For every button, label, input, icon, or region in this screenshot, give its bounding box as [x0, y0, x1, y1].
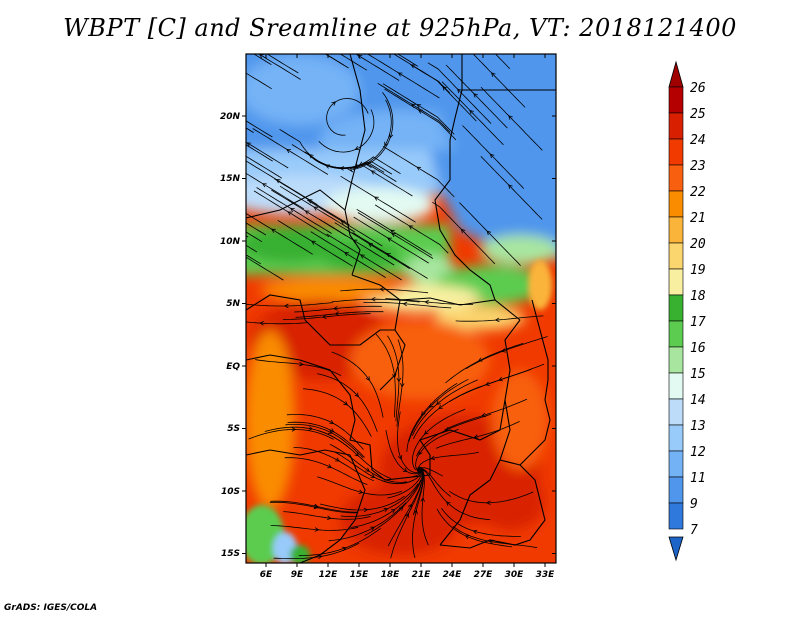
- colorbar-label: 18: [690, 289, 706, 304]
- colorbar-swatch: [668, 268, 684, 296]
- colorbar-swatch: [668, 216, 684, 244]
- colorbar-swatch: [668, 398, 684, 426]
- colorbar-label: 13: [690, 419, 706, 434]
- colorbar-label: 14: [690, 393, 706, 408]
- colorbar-swatch: [668, 86, 684, 114]
- colorbar-swatch: [668, 164, 684, 192]
- colorbar-label: 22: [690, 185, 706, 200]
- colorbar-swatch: [668, 294, 684, 322]
- streamlines: [246, 54, 548, 560]
- lon-label: 27E: [474, 570, 494, 580]
- colorbar-swatch: [668, 138, 684, 166]
- colorbar-swatch: [668, 424, 684, 452]
- colorbar-label: 9: [690, 497, 698, 512]
- lat-label: 5S: [227, 424, 240, 434]
- colorbar-label: 7: [690, 523, 698, 538]
- colorbar-arrow-top: [668, 60, 684, 88]
- lat-label: 10N: [220, 237, 241, 247]
- country-boundaries: [246, 54, 556, 563]
- wbpt-shading: [246, 54, 556, 563]
- lon-label: 9E: [291, 570, 304, 580]
- lat-label: 15N: [220, 174, 241, 184]
- colorbar-label: 19: [690, 263, 706, 278]
- colorbar-labels: 26 25 24 23 22 21 20 19 18 17 16 15 14 1…: [690, 81, 706, 538]
- colorbar-swatch: [668, 112, 684, 140]
- lat-label: EQ: [226, 362, 240, 372]
- lat-label: 5N: [226, 299, 240, 309]
- colorbar-label: 12: [690, 445, 706, 460]
- colorbar-label: 25: [690, 107, 706, 122]
- axis-ticks: [242, 54, 556, 567]
- colorbar-label: 20: [690, 237, 706, 252]
- colorbar-label: 26: [690, 81, 706, 96]
- colorbar-swatch: [668, 450, 684, 478]
- lon-label: 21E: [412, 570, 432, 580]
- latitude-labels: 20N 15N 10N 5N EQ 5S 10S 15S: [220, 112, 241, 559]
- credit-label: GrADS: IGES/COLA: [4, 603, 98, 613]
- colorbar-swatch: [668, 476, 684, 504]
- longitude-labels: 6E 9E 12E 15E 18E 21E 24E 27E 30E 33E: [260, 570, 555, 580]
- colorbar-arrow-bottom: [668, 536, 684, 562]
- map-frame: [245, 53, 557, 564]
- colorbar-swatch: [668, 190, 684, 218]
- lon-label: 15E: [350, 570, 370, 580]
- lon-label: 30E: [505, 570, 525, 580]
- map-title: WBPT [C] and Sreamline at 925hPa, VT: 20…: [63, 14, 737, 42]
- lon-label: 24E: [443, 570, 463, 580]
- lat-label: 10S: [221, 487, 240, 497]
- colorbar-swatch: [668, 502, 684, 530]
- colorbar: 26 25 24 23 22 21 20 19 18 17 16 15 14 1…: [668, 60, 706, 562]
- colorbar-swatch: [668, 346, 684, 374]
- colorbar-label: 21: [690, 211, 706, 226]
- colorbar-label: 24: [690, 133, 706, 148]
- lon-label: 6E: [260, 570, 273, 580]
- colorbar-swatch: [668, 320, 684, 348]
- lon-label: 12E: [319, 570, 339, 580]
- colorbar-swatch: [668, 242, 684, 270]
- colorbar-label: 11: [690, 471, 706, 486]
- colorbar-label: 15: [690, 367, 706, 382]
- lat-label: 15S: [221, 549, 240, 559]
- colorbar-label: 17: [690, 315, 706, 330]
- lon-label: 33E: [536, 570, 556, 580]
- lat-label: 20N: [220, 112, 241, 122]
- colorbar-label: 23: [690, 159, 706, 174]
- colorbar-swatch: [668, 372, 684, 400]
- colorbar-label: 16: [690, 341, 706, 356]
- lon-label: 18E: [381, 570, 401, 580]
